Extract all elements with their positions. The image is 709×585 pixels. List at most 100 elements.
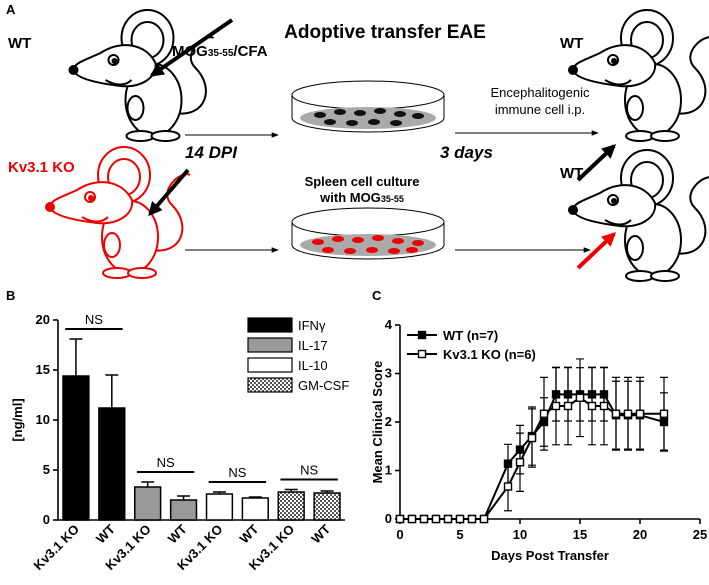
arrow: [576, 232, 617, 270]
panel-label: B: [6, 288, 15, 303]
y-axis-label: Mean Clinical Score: [370, 361, 385, 484]
annotation: NS: [85, 312, 103, 327]
panel-title: Adoptive transfer EAE: [284, 22, 486, 43]
x-tick-label: WT: [165, 521, 190, 546]
x-tick-label: 0: [396, 527, 403, 542]
arrow: [149, 18, 234, 77]
label: WT: [8, 35, 31, 52]
x-tick-label: Kv3.1 KO: [31, 522, 82, 573]
x-tick-label: WT: [93, 521, 118, 546]
point: [419, 514, 429, 524]
label: WT: [560, 35, 583, 52]
legend-swatch: [247, 317, 293, 333]
x-tick-label: 15: [573, 527, 587, 542]
y-tick-label: 5: [43, 462, 50, 477]
label: 3 days: [440, 143, 493, 162]
x-tick-label: WT: [308, 521, 333, 546]
point: [407, 514, 417, 524]
annotation: NS: [157, 455, 175, 470]
error-bar: [284, 488, 298, 492]
point: [623, 409, 633, 418]
point: [455, 514, 465, 524]
panel-a: A Adoptive transfer EAE WT Kv3.1 KO MOG3…: [6, 2, 709, 282]
x-axis-label: Days Post Transfer: [491, 548, 609, 563]
y-tick-label: 4: [385, 317, 393, 332]
point: [467, 514, 477, 524]
petri-dish: [291, 80, 445, 133]
bar: [62, 375, 90, 521]
point: [611, 409, 621, 418]
bar: [169, 499, 198, 521]
point: [443, 514, 453, 524]
error-bar: [248, 496, 262, 498]
panel-label: C: [372, 288, 382, 303]
label: WT: [560, 165, 583, 182]
y-axis-label: [ng/ml]: [10, 398, 25, 441]
y-tick-label: 0: [385, 511, 392, 526]
point: [575, 393, 585, 402]
bar: [134, 486, 162, 521]
y-tick-label: 0: [43, 512, 50, 527]
y-tick-label: 20: [36, 312, 50, 327]
point: [503, 482, 513, 491]
error-bar: [141, 481, 155, 487]
legend-label: IFNγ: [298, 318, 326, 333]
y-tick-label: 1: [385, 463, 392, 478]
bar: [205, 493, 234, 521]
point: [599, 401, 609, 411]
y-tick-label: 2: [385, 414, 392, 429]
y-tick-label: 10: [36, 412, 50, 427]
bar: [277, 491, 305, 521]
recipient-mouse: [568, 9, 709, 142]
x-tick-label: 10: [513, 527, 527, 542]
legend-swatch: [247, 357, 293, 373]
annotation: NS: [228, 465, 246, 480]
point: [587, 401, 597, 411]
label: 14 DPI: [185, 143, 238, 162]
error-bar: [105, 374, 119, 408]
legend-swatch: [247, 377, 293, 393]
point: [551, 401, 561, 411]
panel-label: A: [6, 2, 16, 17]
petri-dish: [291, 207, 445, 260]
point: [527, 433, 537, 443]
legend-marker: [417, 349, 427, 359]
legend-label: Kv3.1 KO (n=6): [443, 347, 536, 362]
label: immune cell i.p.: [495, 102, 585, 117]
legend-label: IL-10: [298, 358, 328, 373]
legend-label: IL-17: [298, 338, 328, 353]
x-tick-label: 5: [456, 527, 463, 542]
label: Kv3.1 KO: [8, 159, 75, 176]
annotation: NS: [300, 463, 318, 478]
point: [479, 514, 489, 524]
point: [659, 409, 669, 418]
bar: [98, 407, 126, 521]
error-bar: [177, 495, 191, 500]
error-bar: [320, 490, 334, 493]
legend-marker: [417, 330, 427, 340]
y-tick-label: 3: [385, 366, 392, 381]
error-bar: [69, 338, 83, 376]
point: [563, 401, 573, 411]
point: [515, 458, 525, 467]
legend-label: GM-CSF: [298, 378, 349, 393]
x-tick-label: WT: [237, 521, 262, 546]
y-tick-label: 15: [36, 362, 50, 377]
legend-label: WT (n=7): [443, 328, 498, 343]
arrow: [576, 144, 617, 182]
point: [395, 514, 405, 524]
error-bar: [212, 491, 226, 494]
point: [431, 514, 441, 524]
label: with MOG35-55: [319, 190, 404, 205]
bar: [313, 492, 341, 521]
point: [635, 409, 645, 418]
label: Spleen cell culture: [305, 174, 420, 189]
x-tick-label: 20: [633, 527, 647, 542]
bar: [241, 497, 269, 521]
point: [539, 409, 549, 418]
donor-mouse: [68, 8, 215, 143]
arrow: [148, 168, 190, 217]
label: Encephalitogenic: [490, 85, 590, 100]
x-tick-label: 25: [693, 527, 707, 542]
